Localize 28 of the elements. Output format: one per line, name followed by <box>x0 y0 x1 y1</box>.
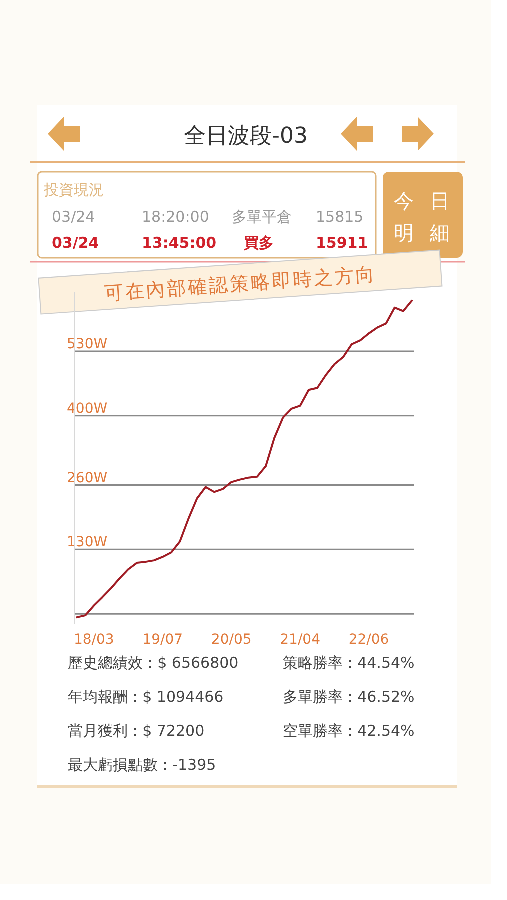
x-tick-label: 18/03 <box>74 632 114 648</box>
y-tick-label: 130W <box>67 534 108 551</box>
text: 當月獲利 : $ 72200 <box>68 722 205 740</box>
text: 多單平倉 <box>232 208 292 226</box>
text: 最大虧損點數 : -1395 <box>68 756 216 774</box>
annotation: 可在內部確認策略即時之方向 <box>104 264 378 305</box>
x-tick-label: 19/07 <box>142 632 184 648</box>
text: 歷史總績效 : $ 6566800 <box>68 654 239 672</box>
text: 投資現況 <box>43 181 104 199</box>
x-tick-label: 22/06 <box>348 632 390 648</box>
text: 今日明細 <box>394 189 450 245</box>
text: 18:20:00 <box>142 208 210 226</box>
text: 13:45:00 <box>142 234 217 252</box>
y-tick-label: 260W <box>67 470 108 486</box>
chart-title: 全日波段-03 <box>184 124 308 149</box>
text: 年均報酬 : $ 1094466 <box>68 688 224 706</box>
text: 空單勝率 : 42.54% <box>283 722 415 740</box>
text: 買多 <box>243 234 274 252</box>
y-tick-label: 400W <box>67 400 108 417</box>
y-tick-label: 530W <box>67 336 108 352</box>
x-tick-label: 20/05 <box>211 632 252 648</box>
text: 策略勝率 : 44.54% <box>283 654 415 672</box>
text: 多單勝率 : 46.52% <box>283 688 415 706</box>
x-tick-label: 21/04 <box>280 632 321 648</box>
text: 03/24 <box>52 208 96 226</box>
text: 03/24 <box>52 234 100 252</box>
text: 15911 <box>316 234 368 252</box>
text: 15815 <box>316 208 364 226</box>
